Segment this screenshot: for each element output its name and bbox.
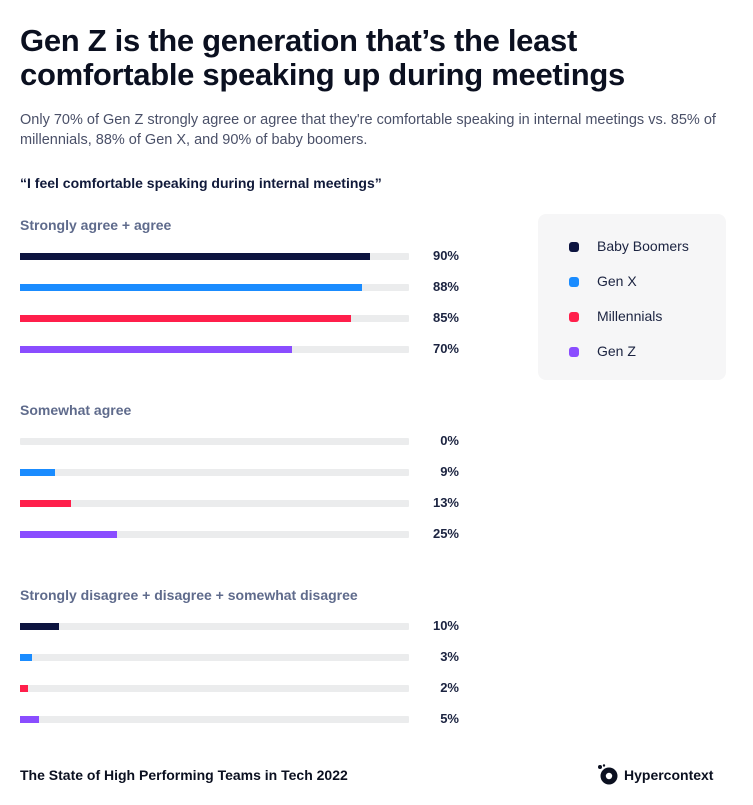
bar-value-label: 10% bbox=[432, 618, 459, 633]
bar-value-label: 2% bbox=[440, 680, 459, 695]
group-title: Somewhat agree bbox=[20, 402, 132, 418]
bar bbox=[20, 253, 371, 260]
bar-track bbox=[20, 469, 409, 476]
bar-value-label: 5% bbox=[440, 711, 459, 726]
hypercontext-logo-icon bbox=[598, 764, 618, 785]
legend-swatch bbox=[569, 277, 579, 287]
bar-track bbox=[20, 531, 409, 538]
bar bbox=[20, 531, 118, 538]
survey-question: “I feel comfortable speaking during inte… bbox=[20, 175, 382, 191]
bar-track bbox=[20, 623, 409, 630]
legend-swatch bbox=[569, 242, 579, 252]
legend-label: Gen X bbox=[597, 273, 637, 289]
legend-label: Millennials bbox=[597, 308, 663, 324]
bar-track bbox=[20, 438, 409, 445]
bar-value-label: 90% bbox=[432, 248, 459, 263]
bar-value-label: 88% bbox=[432, 279, 459, 294]
bar bbox=[20, 623, 59, 630]
chart-title: Gen Z is the generation that’s the least… bbox=[20, 23, 625, 92]
bar bbox=[20, 685, 28, 692]
bar-value-label: 3% bbox=[440, 649, 459, 664]
bar-track bbox=[20, 685, 409, 692]
legend-label: Gen Z bbox=[597, 343, 636, 359]
brand-name: Hypercontext bbox=[624, 767, 714, 783]
legend-swatch bbox=[569, 347, 579, 357]
group-title: Strongly agree + agree bbox=[20, 217, 172, 233]
group-title: Strongly disagree + disagree + somewhat … bbox=[20, 587, 358, 603]
legend-swatch bbox=[569, 312, 579, 322]
legend: Baby Boomers Gen X Millennials Gen Z bbox=[538, 214, 726, 380]
bar-value-label: 70% bbox=[432, 341, 459, 356]
bar bbox=[20, 716, 40, 723]
bar-track bbox=[20, 284, 409, 291]
bar bbox=[20, 654, 32, 661]
bar-track bbox=[20, 253, 409, 260]
bar bbox=[20, 469, 55, 476]
bar-track bbox=[20, 654, 409, 661]
bar-value-label: 25% bbox=[432, 526, 459, 541]
bar bbox=[20, 315, 351, 322]
bar-value-label: 0% bbox=[440, 433, 459, 448]
bar-track bbox=[20, 500, 409, 507]
bar-value-label: 13% bbox=[432, 495, 459, 510]
bar-track bbox=[20, 716, 409, 723]
legend-label: Baby Boomers bbox=[597, 238, 689, 254]
chart-subtitle: Only 70% of Gen Z strongly agree or agre… bbox=[20, 112, 716, 148]
bar bbox=[20, 346, 293, 353]
bar bbox=[20, 284, 363, 291]
bar-value-label: 85% bbox=[432, 310, 459, 325]
bar-track bbox=[20, 346, 409, 353]
bar-track bbox=[20, 315, 409, 322]
bar-value-label: 9% bbox=[440, 464, 459, 479]
bar bbox=[20, 500, 71, 507]
report-title: The State of High Performing Teams in Te… bbox=[20, 767, 348, 783]
